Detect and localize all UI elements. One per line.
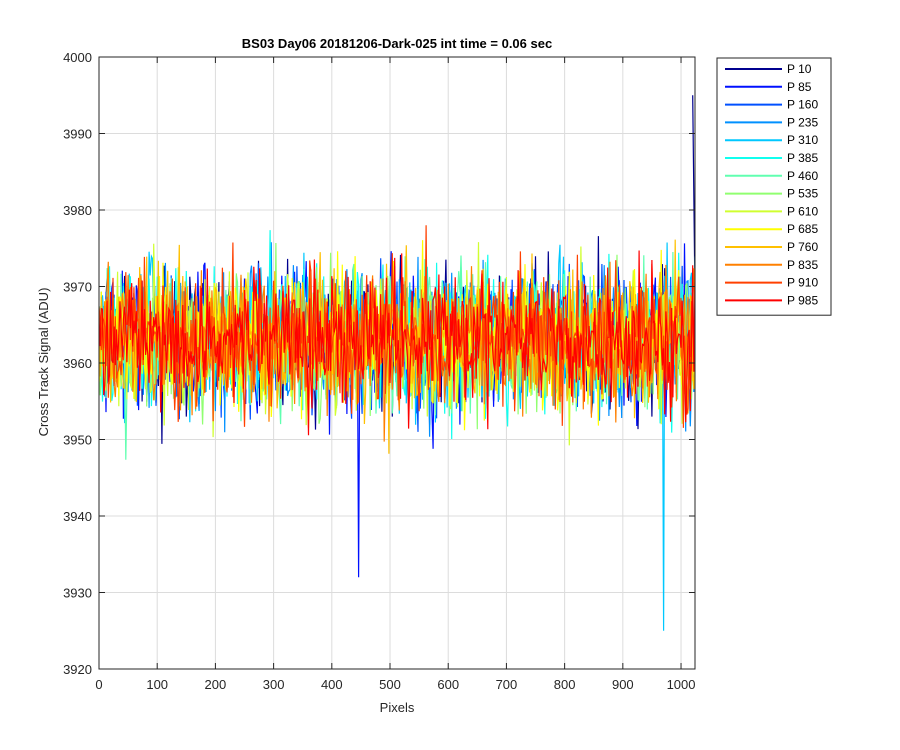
y-tick-label: 3990: [63, 127, 92, 142]
x-tick-label: 900: [612, 677, 634, 692]
plot-area: 0 100 200 300 400 500 600 700 800 900 1000 3920 3930…: [63, 50, 696, 692]
x-tick-label: 0: [95, 677, 102, 692]
x-axis-label: Pixels: [380, 700, 415, 715]
y-axis-label: Cross Track Signal (ADU): [36, 288, 51, 437]
x-tick-label: 100: [146, 677, 168, 692]
legend-label: P 385: [787, 151, 818, 165]
y-tick-label: 3970: [63, 280, 92, 295]
y-tick-label: 3950: [63, 433, 92, 448]
y-tick-label: 3940: [63, 509, 92, 524]
chart-title: BS03 Day06 20181206-Dark-025 int time = …: [242, 36, 552, 51]
x-tick-label: 400: [321, 677, 343, 692]
legend-label: P 835: [787, 258, 818, 272]
legend-label: P 610: [787, 204, 818, 218]
legend-label: P 235: [787, 115, 818, 129]
legend-label: P 85: [787, 80, 812, 94]
legend-label: P 460: [787, 169, 818, 183]
y-tick-label: 3930: [63, 586, 92, 601]
legend-box: [716, 57, 832, 316]
x-tick-label: 300: [263, 677, 285, 692]
legend-label: P 10: [787, 62, 812, 76]
legend-label: P 760: [787, 240, 818, 254]
legend-label: P 985: [787, 293, 818, 307]
y-tick-label: 4000: [63, 50, 92, 65]
x-tick-label: 600: [437, 677, 459, 692]
x-tick-label: 700: [496, 677, 518, 692]
y-tick-label: 3920: [63, 662, 92, 677]
legend-label: P 160: [787, 98, 818, 112]
series-line-p985: [99, 250, 695, 436]
legend-label: P 910: [787, 276, 818, 290]
legend: P 10 P 85 P 160 P 235 P 310 P 385 P 460 P 535 P …: [716, 57, 832, 316]
legend-label: P 535: [787, 187, 818, 201]
x-tick-label: 1000: [667, 677, 696, 692]
x-tick-label: 500: [379, 677, 401, 692]
x-tick-label: 800: [554, 677, 576, 692]
legend-label: P 310: [787, 133, 818, 147]
x-tick-label: 200: [205, 677, 227, 692]
y-tick-label: 3960: [63, 356, 92, 371]
y-tick-label: 3980: [63, 203, 92, 218]
legend-label: P 685: [787, 222, 818, 236]
